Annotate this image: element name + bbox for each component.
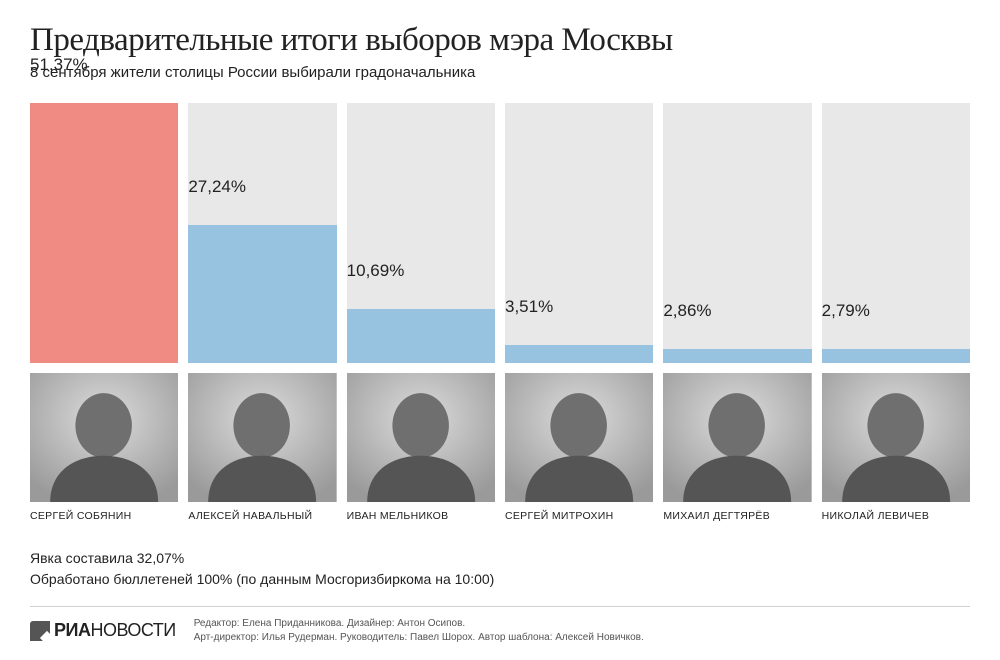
- credits-line-1: Редактор: Елена Приданникова. Дизайнер: …: [194, 617, 644, 631]
- candidate-photo: [822, 373, 970, 502]
- bar: [822, 349, 970, 363]
- candidate-photo: [347, 373, 495, 502]
- bar-area: 2,79%: [822, 103, 970, 363]
- credits: Редактор: Елена Приданникова. Дизайнер: …: [194, 617, 644, 644]
- candidate-name: АЛЕКСЕЙ НАВАЛЬНЫЙ: [188, 510, 336, 522]
- bar: [505, 345, 653, 363]
- chart-column: 3,51% СЕРГЕЙ МИТРОХИН: [505, 103, 653, 522]
- bar: [663, 349, 811, 363]
- bar-value-label: 10,69%: [347, 261, 405, 285]
- chart-column: 51,37% СЕРГЕЙ СОБЯНИН: [30, 103, 178, 522]
- candidate-photo: [505, 373, 653, 502]
- ria-logo: РИАНОВОСТИ: [30, 620, 176, 641]
- candidate-name: СЕРГЕЙ МИТРОХИН: [505, 510, 653, 522]
- turnout-line: Явка составила 32,07%: [30, 548, 970, 569]
- logo-text-ria: РИА: [54, 620, 90, 640]
- candidate-photo: [663, 373, 811, 502]
- page-title: Предварительные итоги выборов мэра Москв…: [30, 22, 970, 58]
- bar: [30, 103, 178, 363]
- footer: РИАНОВОСТИ Редактор: Елена Приданникова.…: [30, 606, 970, 644]
- bar-area: 51,37%: [30, 103, 178, 363]
- results-bar-chart: 51,37% СЕРГЕЙ СОБЯНИН 27,24% АЛЕКСЕЙ НАВАЛЬ…: [30, 103, 970, 522]
- credits-line-2: Арт-директор: Илья Рудерман. Руководител…: [194, 631, 644, 645]
- bar-value-label: 2,79%: [822, 301, 870, 325]
- ria-logo-mark-icon: [30, 621, 50, 641]
- chart-column: 10,69% ИВАН МЕЛЬНИКОВ: [347, 103, 495, 522]
- candidate-name: НИКОЛАЙ ЛЕВИЧЕВ: [822, 510, 970, 522]
- bar-value-label: 2,86%: [663, 301, 711, 325]
- candidate-name: СЕРГЕЙ СОБЯНИН: [30, 510, 178, 522]
- turnout-stats: Явка составила 32,07% Обработано бюллете…: [30, 548, 970, 590]
- chart-column: 2,79% НИКОЛАЙ ЛЕВИЧЕВ: [822, 103, 970, 522]
- logo-text-novosti: НОВОСТИ: [90, 620, 175, 640]
- bar-value-label: 51,37%: [30, 55, 88, 79]
- processed-line: Обработано бюллетеней 100% (по данным Мо…: [30, 569, 970, 590]
- chart-column: 27,24% АЛЕКСЕЙ НАВАЛЬНЫЙ: [188, 103, 336, 522]
- bar-area: 10,69%: [347, 103, 495, 363]
- bar-area: 27,24%: [188, 103, 336, 363]
- candidate-name: МИХАИЛ ДЕГТЯРЁВ: [663, 510, 811, 522]
- candidate-photo: [30, 373, 178, 502]
- bar-area: 3,51%: [505, 103, 653, 363]
- chart-column: 2,86% МИХАИЛ ДЕГТЯРЁВ: [663, 103, 811, 522]
- bar-value-label: 27,24%: [188, 177, 246, 201]
- page-subtitle: 8 сентября жители столицы России выбирал…: [30, 64, 970, 81]
- bar-value-label: 3,51%: [505, 297, 553, 321]
- candidate-photo: [188, 373, 336, 502]
- candidate-name: ИВАН МЕЛЬНИКОВ: [347, 510, 495, 522]
- bar: [188, 225, 336, 363]
- bar-area: 2,86%: [663, 103, 811, 363]
- bar: [347, 309, 495, 363]
